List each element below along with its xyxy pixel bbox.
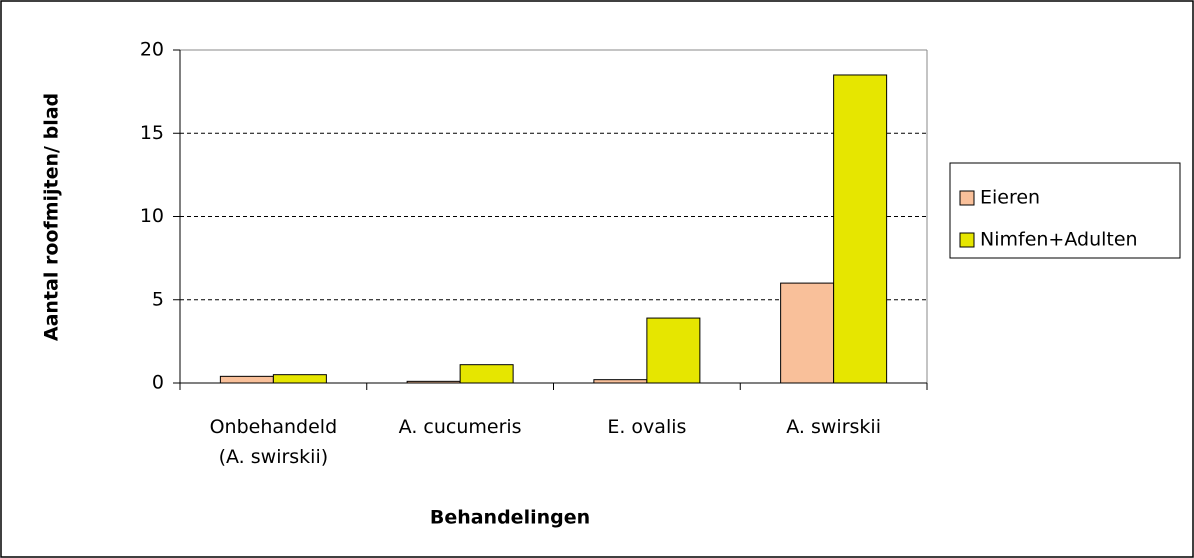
legend-label: Nimfen+Adulten xyxy=(980,229,1138,251)
y-axis-label: Aantal roofmijten/ blad xyxy=(41,93,63,341)
legend-box xyxy=(949,162,1181,259)
bar xyxy=(219,375,274,384)
x-axis-label: Behandelingen xyxy=(430,507,590,529)
y-tick-label: 15 xyxy=(140,122,164,144)
y-tick-label: 20 xyxy=(140,39,164,61)
bar xyxy=(780,282,835,384)
y-tick-label: 10 xyxy=(140,205,164,227)
y-tick-label: 5 xyxy=(152,288,164,310)
legend-swatch xyxy=(959,190,975,206)
bar xyxy=(833,74,888,384)
x-tick-label: Onbehandeld (A. swirskii) xyxy=(209,416,338,468)
bar xyxy=(272,374,327,384)
bar xyxy=(459,364,514,384)
y-tick-label: 0 xyxy=(152,372,164,394)
bar xyxy=(646,317,701,384)
legend-swatch xyxy=(959,232,975,248)
x-tick-label: A. cucumeris xyxy=(398,416,522,438)
legend-label: Eieren xyxy=(980,187,1040,209)
x-tick-label: E. ovalis xyxy=(607,416,687,438)
x-tick-label: A. swirskii xyxy=(786,416,881,438)
